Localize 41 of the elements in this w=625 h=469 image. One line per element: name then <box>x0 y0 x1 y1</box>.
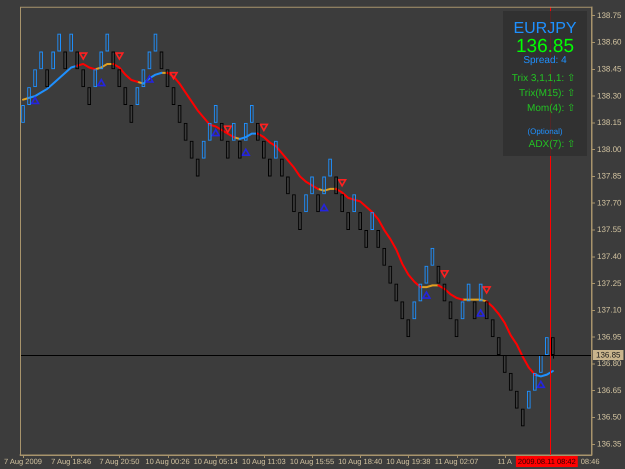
y-tick-label: 136.95 <box>597 332 622 342</box>
y-tick-label: 138.30 <box>597 91 622 100</box>
point <box>78 52 88 60</box>
y-tick-label: 138.15 <box>597 118 622 128</box>
y-tick-label: 137.55 <box>597 225 622 234</box>
point <box>536 380 546 388</box>
point <box>169 72 178 80</box>
annotation: 136.85 <box>514 36 576 56</box>
y-tick-label: 136.35 <box>597 439 622 448</box>
point <box>476 309 485 317</box>
annotation: EURJPY <box>512 20 578 37</box>
y-tick-label: 137.85 <box>597 172 622 181</box>
annotation: ADX(7): ⇧ <box>528 139 575 150</box>
annotation: Trix(M15): ⇧ <box>519 88 575 99</box>
point <box>422 291 431 299</box>
point <box>223 125 232 134</box>
y-tick-label: 138.75 <box>597 10 622 20</box>
y-tick-label: 136.80 <box>597 359 622 368</box>
point <box>338 178 346 187</box>
y-tick-label: 138.60 <box>597 38 622 47</box>
y-tick-label: 136.50 <box>597 412 622 422</box>
annotation: Spread: 4 <box>522 55 568 66</box>
ref-line-label: 136.85 <box>596 350 622 360</box>
y-tick-label: 137.40 <box>597 252 622 261</box>
point <box>30 96 40 104</box>
point <box>260 124 268 132</box>
annotation: Trix 3,1,1,1: ⇧ <box>512 73 575 84</box>
point <box>97 78 106 86</box>
y-tick-label: 136.65 <box>597 386 622 395</box>
point <box>320 204 328 212</box>
y-tick-label: 137.25 <box>597 278 622 288</box>
point <box>211 128 220 136</box>
point <box>145 75 154 83</box>
y-tick-label: 138.00 <box>597 144 622 154</box>
y-tick-label: 137.70 <box>597 198 622 208</box>
annotation: Mom(4): ⇧ <box>527 103 575 114</box>
point <box>115 52 124 60</box>
point <box>242 148 250 156</box>
annotation: (Optional) <box>526 127 564 136</box>
y-tick-label: 138.45 <box>597 64 622 74</box>
y-tick-label: 137.10 <box>597 306 622 315</box>
